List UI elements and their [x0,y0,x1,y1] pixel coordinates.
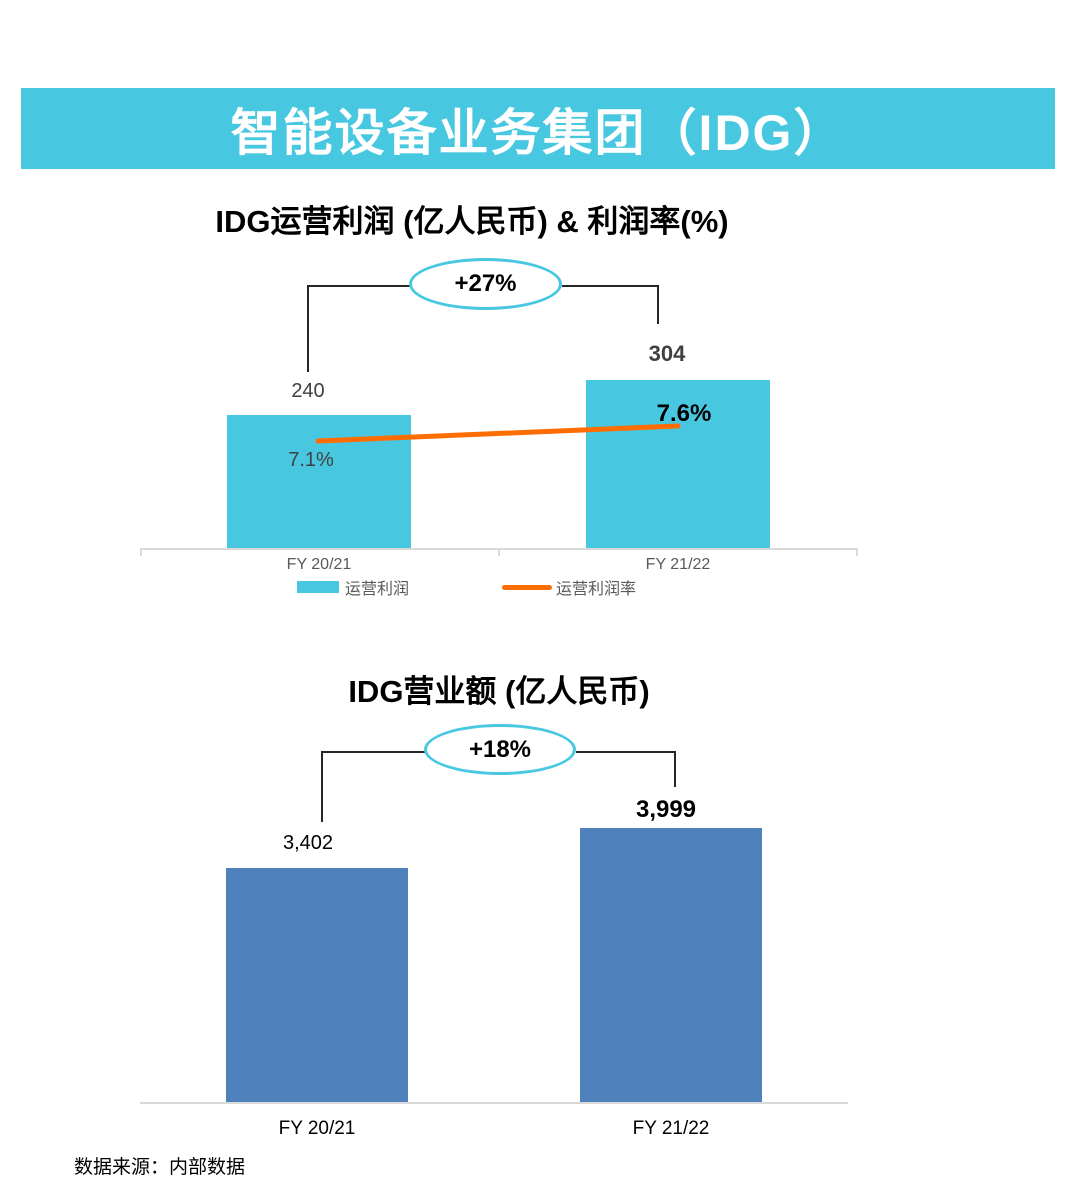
banner-title: 智能设备业务集团（IDG） [230,104,846,161]
chart1-bracket-right [562,285,659,324]
chart1-axis-tick [498,548,500,556]
legend-label: 运营利润 [345,581,410,598]
chart2-bar1-value: 3,402 [282,832,334,854]
chart1-title: IDG运营利润 (亿人民币) & 利润率(%) [215,204,729,239]
chart1-line-value-2: 7.6% [656,400,712,427]
chart1-bar2-value: 304 [648,341,686,366]
chart2-x-axis [140,1102,848,1104]
chart1-margin-line [315,423,681,444]
chart1-growth-label: +27% [454,270,517,297]
chart2-bar2-value: 3,999 [635,796,697,823]
legend-bar-swatch-icon [297,581,339,593]
chart2-bracket-right [576,751,676,787]
chart2-title: IDG营业额 (亿人民币) [348,674,650,709]
header-banner: 智能设备业务集团（IDG） [21,88,1055,169]
chart2-growth-badge: +18% [424,724,576,775]
legend-label: 运营利润率 [556,581,637,598]
data-source-note: 数据来源：内部数据 [74,1157,246,1178]
chart1-growth-badge: +27% [409,258,562,310]
chart2-category-label: FY 20/21 [278,1118,356,1139]
chart1-bar-fy2122 [586,380,770,548]
chart2-bar-fy2122 [580,828,762,1102]
legend-line-swatch-icon [502,584,552,590]
chart2-bracket-left [321,751,426,822]
chart1-bar1-value: 240 [291,380,325,402]
chart1-line-value-1: 7.1% [288,449,334,471]
chart1-legend-item-margin: 运营利润率 [502,575,636,599]
chart1-bracket-left [307,285,411,372]
chart1-axis-tick [856,548,858,556]
chart2-growth-label: +18% [468,735,532,763]
chart1-legend-item-profit: 运营利润 [297,575,409,599]
chart1-category-label: FY 21/22 [645,556,711,573]
chart1-axis-tick [140,548,142,556]
chart2-bar-fy2021 [226,868,408,1102]
chart2-category-label: FY 21/22 [632,1118,710,1139]
chart1-category-label: FY 20/21 [286,556,352,573]
